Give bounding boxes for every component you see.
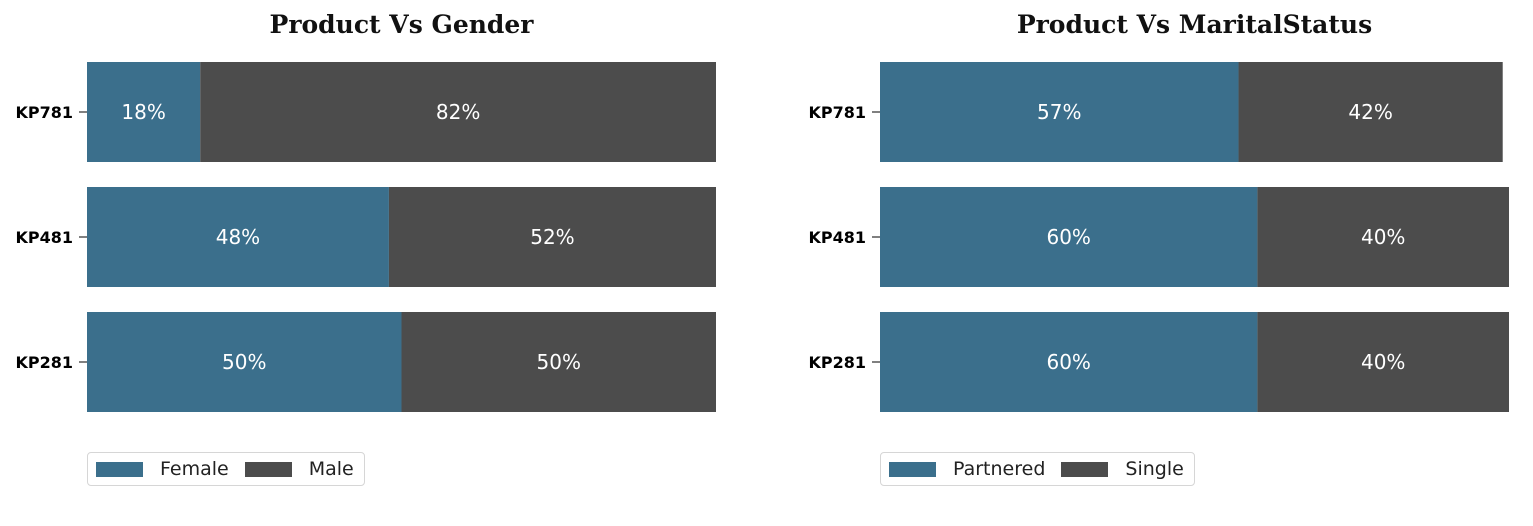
chart-title: Product Vs Gender xyxy=(269,10,534,39)
bar-segment xyxy=(880,62,1239,162)
chart-title: Product Vs MaritalStatus xyxy=(1016,10,1373,39)
bar-segment xyxy=(880,312,1258,412)
data-label: 40% xyxy=(1361,225,1405,249)
legend-label-partnered: Partnered xyxy=(953,458,1046,480)
legend-item-single: Single xyxy=(1061,458,1184,480)
bar-segment xyxy=(87,62,201,162)
legend-item-partnered: Partnered xyxy=(889,458,1045,480)
data-label: 18% xyxy=(121,100,165,124)
data-label: 40% xyxy=(1361,350,1405,374)
gender-bar-chart: KP781 18% 82% KP481 48% 52% KP281 50% 50% xyxy=(15,62,717,412)
bar-segment xyxy=(200,62,717,162)
data-label: 48% xyxy=(216,225,260,249)
data-label: 82% xyxy=(436,100,480,124)
data-label: 52% xyxy=(530,225,574,249)
legend-swatch-partnered xyxy=(889,461,936,477)
category-label: KP281 xyxy=(15,353,73,372)
gender-chart-panel: Product Vs Gender KP781 18% 82% KP481 48% 52%… xyxy=(0,0,760,526)
legend-swatch-male xyxy=(244,461,292,477)
category-label: KP481 xyxy=(808,228,866,247)
bar-segment xyxy=(388,187,716,287)
data-label: 42% xyxy=(1348,100,1392,124)
chart-legend: Partnered Single xyxy=(880,452,1195,486)
bar-segment xyxy=(880,187,1258,287)
legend-item-male: Male xyxy=(244,458,354,480)
bar-segment xyxy=(1257,312,1509,412)
data-label: 57% xyxy=(1037,100,1081,124)
data-label: 50% xyxy=(537,350,581,374)
category-label: KP481 xyxy=(15,228,73,247)
legend-label-male: Male xyxy=(308,458,354,480)
category-label: KP781 xyxy=(808,103,866,122)
bar-segment xyxy=(1238,62,1503,162)
category-label: KP281 xyxy=(808,353,866,372)
bar-segment xyxy=(87,312,402,412)
legend-label-single: Single xyxy=(1125,458,1184,480)
data-label: 60% xyxy=(1046,350,1090,374)
legend-swatch-single xyxy=(1061,461,1109,477)
legend-item-female: Female xyxy=(96,458,229,480)
bar-segment xyxy=(1257,187,1509,287)
data-label: 50% xyxy=(222,350,266,374)
bar-segment xyxy=(401,312,716,412)
legend-swatch-female xyxy=(96,461,143,477)
legend-label-female: Female xyxy=(160,458,229,480)
bar-segment xyxy=(87,187,389,287)
category-label: KP781 xyxy=(15,103,73,122)
data-label: 60% xyxy=(1046,225,1090,249)
chart-legend: Female Male xyxy=(87,452,365,486)
